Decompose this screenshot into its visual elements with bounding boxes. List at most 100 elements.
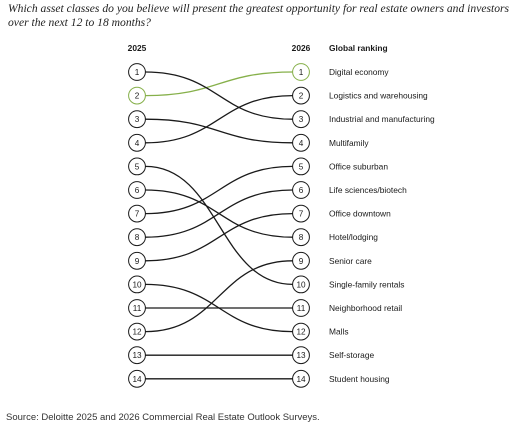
right-rank-circle	[292, 181, 310, 199]
asset-class-label: Multifamily	[329, 138, 369, 148]
left-rank-circle	[128, 322, 146, 341]
asset-class-label: Single-family rentals	[329, 279, 404, 289]
left-rank-node: 1	[128, 63, 146, 81]
left-rank-number: 2	[135, 92, 140, 101]
left-rank-number: 3	[135, 115, 140, 124]
left-rank-node: 3	[128, 110, 146, 129]
right-rank-node: 3	[292, 110, 310, 129]
left-rank-number: 8	[135, 233, 140, 242]
left-rank-circle	[128, 110, 146, 129]
right-rank-circle	[292, 86, 310, 105]
left-rank-number: 5	[135, 162, 140, 171]
right-rank-number: 14	[296, 375, 306, 384]
left-rank-circle	[128, 63, 146, 81]
right-rank-node: 13	[292, 346, 310, 365]
asset-class-label: Hotel/lodging	[329, 232, 378, 242]
connector-line	[145, 165, 293, 286]
left-rank-circle	[128, 228, 146, 247]
connector-line	[145, 165, 293, 215]
left-rank-number: 11	[133, 304, 142, 313]
left-rank-circle	[128, 299, 146, 317]
right-rank-circle	[292, 251, 310, 270]
asset-class-label: Malls	[329, 327, 349, 337]
right-rank-circle	[292, 346, 310, 365]
chart-question: Which asset classes do you believe will …	[8, 2, 510, 29]
source-note: Source: Deloitte 2025 and 2026 Commercia…	[6, 412, 320, 423]
connector-lines	[145, 71, 293, 380]
left-rank-node: 5	[128, 157, 146, 176]
left-rank-node: 11	[128, 299, 146, 317]
right-rank-circle	[292, 204, 310, 223]
asset-class-label: Senior care	[329, 256, 372, 266]
right-rank-number: 7	[299, 210, 304, 219]
connector-line	[145, 118, 293, 144]
left-rank-node: 8	[128, 228, 146, 247]
left-rank-circle	[128, 133, 146, 152]
left-rank-circle	[128, 157, 146, 176]
left-rank-node: 10	[128, 275, 146, 294]
right-rank-circle	[292, 322, 310, 341]
asset-class-label: Digital economy	[329, 67, 389, 77]
left-header: 2025	[128, 43, 147, 53]
left-rank-node: 14	[128, 369, 146, 388]
right-rank-circle	[292, 299, 310, 317]
left-rank-circle	[128, 346, 146, 365]
connector-line	[145, 189, 293, 238]
asset-class-label: Industrial and manufacturing	[329, 114, 435, 124]
right-rank-circle	[292, 228, 310, 247]
left-rank-number: 7	[135, 210, 140, 219]
left-rank-circle	[128, 86, 146, 105]
right-rank-circle	[292, 133, 310, 152]
left-rank-node: 6	[128, 181, 146, 199]
right-rank-number: 2	[299, 92, 304, 101]
right-rank-node: 14	[292, 369, 310, 388]
left-rank-number: 9	[135, 257, 140, 266]
left-rank-number: 13	[132, 351, 142, 360]
right-rank-circle	[292, 157, 310, 176]
left-rank-circle	[128, 181, 146, 199]
right-rank-circle	[292, 63, 310, 81]
left-rank-node: 9	[128, 251, 146, 270]
right-rank-node: 12	[292, 322, 310, 341]
left-rank-circle	[128, 204, 146, 223]
right-rank-number: 9	[299, 257, 304, 266]
right-rank-number: 11	[297, 304, 306, 313]
right-rank-number: 6	[299, 186, 304, 195]
left-rank-number: 12	[132, 328, 142, 337]
right-rank-node: 9	[292, 251, 310, 270]
left-rank-number: 4	[135, 139, 140, 148]
right-rank-node: 7	[292, 204, 310, 223]
right-rank-node: 4	[292, 133, 310, 152]
left-rank-number: 6	[135, 186, 140, 195]
left-rank-node: 2	[128, 86, 146, 105]
right-rank-node: 10	[292, 275, 310, 294]
connector-line	[145, 94, 293, 144]
right-rank-node: 1	[292, 63, 310, 81]
asset-class-label: Neighborhood retail	[329, 303, 402, 313]
asset-class-label: Office downtown	[329, 209, 391, 219]
connector-line	[145, 212, 293, 262]
right-rank-number: 4	[299, 139, 304, 148]
asset-class-labels: Digital economy Logistics and warehousing…	[329, 67, 435, 384]
right-rank-circle	[292, 110, 310, 129]
right-rank-number: 5	[299, 162, 304, 171]
right-rank-node: 6	[292, 181, 310, 199]
asset-class-label: Logistics and warehousing	[329, 91, 428, 101]
left-rank-node: 12	[128, 322, 146, 341]
right-rank-node: 5	[292, 157, 310, 176]
right-rank-node: 8	[292, 228, 310, 247]
right-rank-number: 12	[296, 328, 306, 337]
left-rank-number: 14	[132, 375, 142, 384]
right-rank-number: 10	[296, 280, 306, 289]
connector-line	[145, 283, 293, 333]
right-rank-circle	[292, 369, 310, 388]
right-rank-node: 11	[292, 299, 310, 317]
right-rank-number: 13	[296, 351, 306, 360]
asset-class-label: Student housing	[329, 374, 390, 384]
connector-line	[145, 260, 293, 333]
right-rank-number: 3	[299, 115, 304, 124]
right-header: 2026	[292, 43, 311, 53]
left-rank-circle	[128, 275, 146, 294]
